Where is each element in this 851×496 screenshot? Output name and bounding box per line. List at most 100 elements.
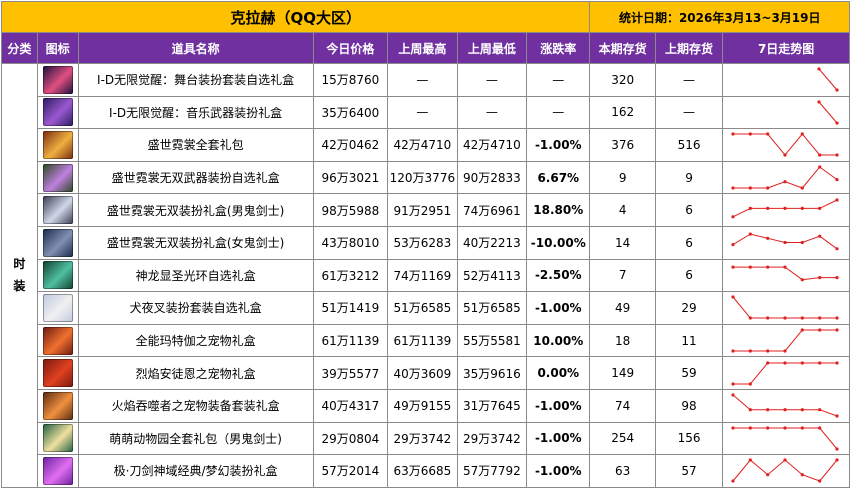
table-row: 盛世霓裳全套礼包 42万0462 42万4710 42万4710 -1.00% 376 51… — [2, 128, 850, 162]
trend-point — [748, 408, 753, 412]
fire-devourer-icon — [42, 391, 73, 420]
trend-point — [783, 241, 787, 245]
trend-sparkline — [731, 232, 839, 251]
trend-point — [800, 277, 805, 282]
col-header-trend: 7日走势图 — [722, 32, 850, 64]
last-week-low: 35万9616 — [456, 356, 528, 390]
trend-point — [783, 206, 787, 210]
trend-point — [731, 479, 735, 484]
trend-sparkline — [731, 165, 839, 190]
pet-box-icon — [42, 326, 73, 355]
change-rate: -2.50% — [526, 258, 591, 293]
last-week-low: 29万3742 — [456, 421, 528, 456]
col-header-last-week-low: 上周最低 — [456, 32, 528, 64]
table-row: 时 装 I-D无限觉醒：舞台装扮套装自选礼盒 15万8760— — —320— — [1, 63, 850, 488]
last-week-low: — — [456, 63, 528, 97]
trend-point — [818, 316, 822, 321]
col-header-icon: 图标 — [36, 32, 79, 64]
trend-point — [818, 426, 822, 430]
item-name: 萌萌动物园全套礼包（男鬼剑士) — [77, 421, 314, 456]
trend-point — [783, 153, 787, 158]
change-rate: 10.00% — [526, 323, 591, 358]
trend-line — [733, 166, 838, 189]
trend-point — [800, 361, 805, 365]
trend-point — [800, 328, 805, 332]
trend-point — [766, 473, 770, 477]
last-week-high: 53万6283 — [387, 225, 458, 260]
trend-point — [731, 132, 735, 137]
today-price: 61万3212 — [312, 258, 389, 293]
stock-now: 74 — [589, 388, 656, 423]
trend-sparkline — [817, 67, 839, 92]
trend-sparkline — [731, 393, 839, 418]
stock-prev: 6 — [654, 193, 724, 227]
stock-prev: 11 — [654, 323, 724, 358]
trend-chart-cell — [722, 421, 850, 456]
item-name: 盛世霓裳无双武器装扮自选礼盒 — [77, 160, 314, 195]
trend-point — [783, 316, 787, 321]
last-week-high: — — [387, 63, 458, 97]
stock-now: 63 — [589, 454, 656, 488]
trend-sparkline — [731, 265, 839, 282]
stock-prev: 57 — [654, 454, 724, 488]
trend-point — [783, 458, 787, 463]
trend-point — [818, 408, 822, 412]
trend-point — [835, 247, 839, 251]
table-row: 神龙显圣光环自选礼盒 61万3212 74万1169 52万4113 -2.50% 7 6 — [2, 258, 850, 293]
last-week-high: 91万2951 — [387, 193, 458, 227]
icon-cell — [36, 63, 79, 97]
trend-point — [835, 458, 839, 463]
trend-point — [783, 265, 787, 269]
trend-point — [766, 132, 770, 137]
trend-point — [766, 186, 770, 190]
today-price: 35万6400 — [312, 95, 389, 130]
trend-line — [733, 427, 838, 450]
item-name: 盛世霓裳无双装扮礼盒(女鬼剑士) — [77, 225, 314, 260]
icon-cell — [36, 454, 79, 488]
stock-prev: — — [654, 63, 724, 97]
item-name: 火焰吞噬者之宠物装备套装礼盒 — [77, 388, 314, 423]
trend-point — [783, 180, 787, 184]
item-name: 盛世霓裳无双装扮礼盒(男鬼剑士) — [77, 193, 314, 227]
trend-chart-cell — [722, 193, 850, 227]
trend-point — [818, 479, 822, 484]
music-weapon-box-icon — [42, 98, 73, 127]
stage-outfit-box-icon — [42, 65, 73, 94]
item-name: 烈焰安徒恩之宠物礼盒 — [77, 356, 314, 390]
today-price: 29万0804 — [312, 421, 389, 456]
trend-chart-cell — [722, 63, 850, 97]
trend-sparkline — [731, 426, 839, 451]
change-rate: -1.00% — [526, 454, 591, 488]
trend-point — [800, 426, 805, 430]
trend-point — [748, 382, 753, 386]
page-title: 克拉赫（QQ大区） — [0, 1, 591, 33]
trend-point — [766, 206, 770, 210]
trend-point — [835, 328, 839, 332]
icon-cell — [36, 225, 79, 260]
today-price: 96万3021 — [312, 160, 389, 195]
trend-sparkline — [731, 328, 839, 353]
icon-cell — [36, 323, 79, 358]
trend-point — [783, 361, 787, 365]
change-rate: — — [526, 95, 591, 130]
stock-now: 49 — [589, 291, 656, 325]
trend-point — [800, 473, 805, 477]
trend-point — [766, 265, 770, 269]
trend-point — [835, 316, 839, 321]
trend-point — [818, 328, 822, 332]
trend-point — [731, 265, 735, 269]
change-rate: -1.00% — [526, 291, 591, 325]
stock-prev: 9 — [654, 160, 724, 195]
trend-point — [766, 349, 770, 353]
trend-point — [731, 295, 735, 300]
trend-point — [731, 243, 735, 247]
trend-sparkline — [817, 100, 839, 125]
trend-point — [835, 198, 839, 202]
trend-chart-cell — [722, 95, 850, 130]
trend-sparkline — [731, 295, 839, 321]
trend-point — [766, 361, 770, 365]
last-week-low: 31万7645 — [456, 388, 528, 423]
icon-cell — [36, 193, 79, 227]
change-rate: — — [526, 63, 591, 97]
last-week-high: 63万6685 — [387, 454, 458, 488]
